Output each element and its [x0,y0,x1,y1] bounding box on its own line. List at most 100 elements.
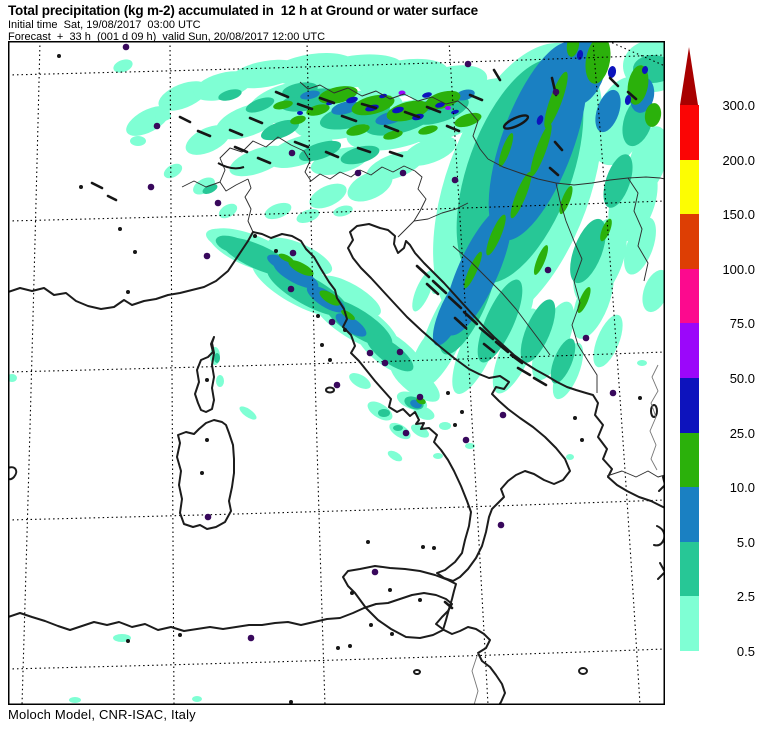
precip-blob [300,90,320,100]
terrain-mark [532,376,548,387]
city-dot [399,169,407,177]
map-canvas [6,33,683,706]
precip-blob [306,104,330,116]
forecast-valid-label: Forecast + 33 h (001 d 09 h) valid Sun, … [8,31,326,43]
island-corfu [650,404,658,418]
terrain-mark [274,90,290,99]
precip-blob [69,697,81,703]
precip-blob [520,299,556,363]
precip-blob [113,59,133,73]
precip-blob [216,375,224,387]
precip-blob [155,111,171,121]
terrain-mark [106,194,118,202]
precip-blob [245,97,275,113]
colorbar-tick-label: 75.0 [729,316,755,332]
minor-town-dots [57,54,642,704]
terrain-mark [462,310,479,326]
terrain-mark [383,124,400,133]
city-dot [402,429,410,437]
town-dot [418,598,422,602]
border-serbia-romania [627,177,649,282]
precip-blob [642,269,670,313]
precip-blob [278,253,294,263]
colorbar-tick-label: 150.0 [722,207,755,223]
latlon-gridlines [7,40,666,706]
precip-blob [413,406,435,420]
border-north-alps [299,81,489,160]
terrain-mark [425,105,442,114]
precip-blob [576,50,584,60]
city-dot [214,199,222,207]
precip-blob [378,409,390,417]
town-dot [126,639,130,643]
city-dot [366,349,374,357]
page-title: Total precipitation (kg m-2) accumulated… [8,3,478,18]
city-dot [287,285,295,293]
terrain-mark [478,326,495,341]
precip-blob [346,124,370,136]
city-dot [153,122,161,130]
terrain-mark [324,150,340,159]
precip-blob [309,183,347,209]
terrain-mark [90,181,104,190]
terrain-mark [553,140,564,152]
precip-blob [566,454,574,460]
coast-corsica [194,336,215,413]
latitude-line [7,200,666,222]
precip-blob [392,106,404,114]
meridian-line [607,40,666,67]
precip-blob [296,209,320,223]
border-france-italy [244,178,254,233]
precip-blob [403,136,457,166]
coastlines [6,223,666,706]
island-pantelleria [413,669,421,675]
precip-blob [455,89,475,101]
city-dot [354,169,362,177]
precip-blob [319,275,381,317]
colorbar-segment [680,541,699,597]
terrain-mark [293,140,310,149]
precip-blob [572,263,614,339]
precip-layer-navy [297,50,649,125]
city-dot [328,318,336,326]
precip-blob [298,140,342,162]
terrain-mark [447,295,463,310]
town-dot [432,546,436,550]
town-dot [320,343,324,347]
precip-blob [593,314,623,368]
precip-blob [130,136,146,146]
precip-blob [536,115,544,125]
precip-blob [465,443,475,449]
precip-blob [603,154,633,208]
town-dot [79,185,83,189]
precip-blob [422,92,432,98]
precip-blob [477,279,523,363]
meridian-line [592,40,641,706]
town-dot [366,540,370,544]
terrain-mark [178,115,192,124]
town-dot [369,623,373,627]
terrain-marks [90,68,638,610]
latitude-line [7,54,666,76]
precip-blob [433,453,443,459]
border-bosnia-serbia [571,258,598,393]
border-slovenia-croatia [413,202,469,222]
precip-blob [532,301,574,381]
precip-blob [383,130,403,140]
city-dot [396,348,404,356]
terrain-mark [548,166,560,177]
town-dot [126,290,130,294]
town-dot [350,591,354,595]
precip-blob [267,237,333,275]
colorbar-tick-label: 100.0 [722,261,755,277]
city-dot [451,176,459,184]
precip-blob [267,134,333,168]
colorbar-segment [680,159,699,215]
initial-time-label: Initial time Sat, 19/08/2017 03:00 UTC [8,19,201,31]
town-dot [200,471,204,475]
precip-blob [163,163,183,179]
terrain-mark [443,600,454,610]
border-hungary [487,158,666,186]
terrain-mark [425,282,440,296]
